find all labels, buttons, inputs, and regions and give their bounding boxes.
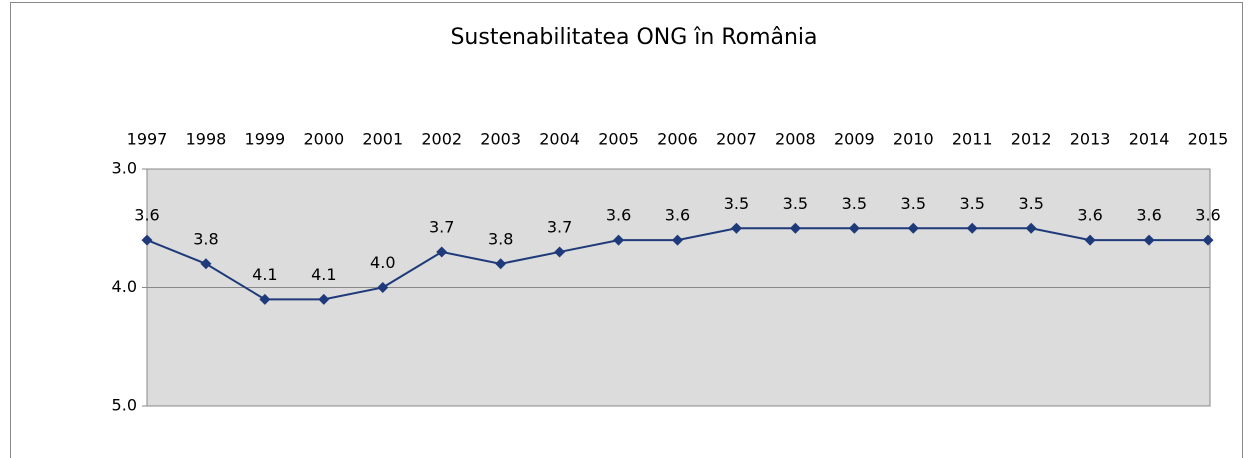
data-label: 3.6	[1195, 206, 1220, 225]
x-tick-label: 2015	[1188, 130, 1229, 149]
marker	[1143, 234, 1155, 246]
data-label: 3.5	[842, 194, 867, 213]
data-label: 4.0	[370, 253, 395, 272]
data-label: 3.8	[193, 229, 218, 248]
y-tick-label: 3.0	[112, 159, 137, 178]
x-tick-label: 2003	[480, 130, 521, 149]
x-tick-label: 2007	[716, 130, 757, 149]
marker	[436, 246, 448, 258]
data-label: 3.7	[547, 217, 572, 236]
x-tick-label: 2002	[421, 130, 462, 149]
data-label: 3.6	[134, 206, 159, 225]
data-label: 4.1	[252, 265, 277, 284]
x-tick-label: 1999	[245, 130, 286, 149]
marker	[907, 222, 919, 234]
data-label: 3.6	[606, 206, 631, 225]
x-tick-label: 2004	[539, 130, 580, 149]
marker	[495, 258, 507, 270]
data-label: 3.5	[724, 194, 749, 213]
marker	[554, 246, 566, 258]
marker	[1084, 234, 1096, 246]
x-tick-label: 2005	[598, 130, 639, 149]
x-tick-label: 1998	[186, 130, 227, 149]
x-tick-label: 2009	[834, 130, 875, 149]
x-tick-label: 2001	[362, 130, 403, 149]
marker	[848, 222, 860, 234]
marker	[259, 293, 271, 305]
marker	[672, 234, 683, 246]
data-label: 3.8	[488, 229, 513, 248]
data-label: 3.5	[783, 194, 808, 213]
data-label: 3.6	[1136, 206, 1161, 225]
marker	[141, 234, 153, 246]
data-label: 3.6	[1077, 206, 1102, 225]
marker	[730, 222, 742, 234]
marker	[377, 282, 389, 293]
y-tick-label: 5.0	[112, 396, 137, 415]
marker	[1025, 222, 1037, 234]
chart-title: Sustenabilitatea ONG în România	[450, 25, 817, 50]
marker	[613, 234, 625, 246]
data-label: 3.5	[901, 194, 926, 213]
marker	[1202, 234, 1214, 246]
marker	[789, 222, 801, 234]
data-label: 3.7	[429, 217, 454, 236]
data-label: 3.6	[665, 206, 690, 225]
marker	[318, 293, 330, 305]
x-tick-label: 2010	[893, 130, 934, 149]
x-tick-label: 2000	[303, 130, 344, 149]
x-tick-label: 2006	[657, 130, 698, 149]
x-tick-label: 2012	[1011, 130, 1052, 149]
marker	[966, 222, 978, 234]
marker	[200, 258, 212, 270]
x-tick-label: 2013	[1070, 130, 1111, 149]
data-label: 3.5	[1018, 194, 1043, 213]
x-tick-label: 2011	[952, 130, 993, 149]
x-tick-label: 2014	[1129, 130, 1170, 149]
y-tick-label: 4.0	[112, 277, 137, 296]
data-label: 3.5	[959, 194, 984, 213]
data-label: 4.1	[311, 265, 336, 284]
x-tick-label: 1997	[127, 130, 168, 149]
x-tick-label: 2008	[775, 130, 816, 149]
